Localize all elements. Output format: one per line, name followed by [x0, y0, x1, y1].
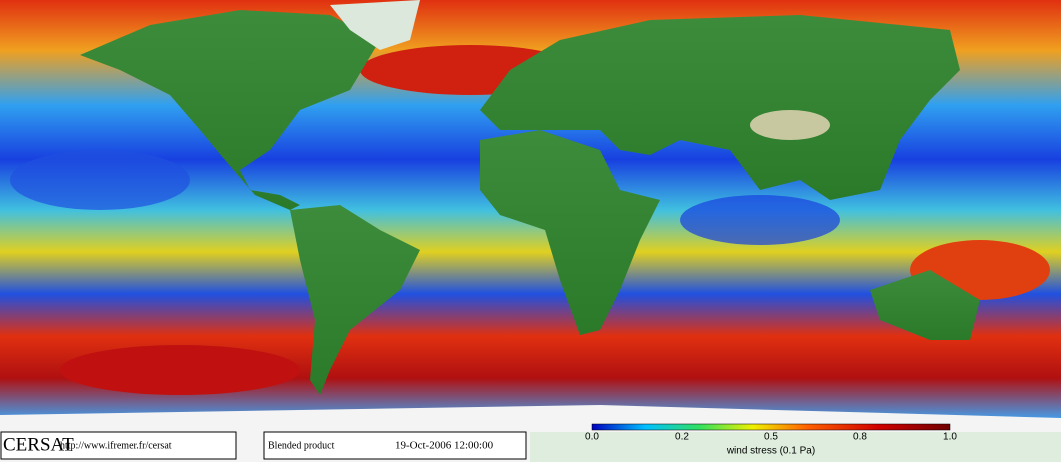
colorbar-tick: 1.0 [943, 432, 957, 443]
storm [60, 345, 300, 395]
colorbar-tick: 0.8 [853, 432, 867, 443]
tibet [750, 110, 830, 140]
colorbar-tick: 0.0 [585, 432, 599, 443]
calm [680, 195, 840, 245]
ice-shade [530, 432, 1061, 462]
footer: CERSAT http://www.ifremer.fr/cersat Blen… [0, 423, 957, 460]
eurasia [480, 15, 960, 200]
colorbar [591, 423, 951, 431]
greenland [330, 0, 420, 50]
credit-box [0, 431, 237, 460]
colorbar-tick: 0.5 [764, 432, 778, 443]
product: Blended product [268, 440, 335, 451]
south-america [290, 205, 420, 395]
colorbar-label: wind stress (0.1 Pa) [726, 446, 815, 457]
url: http://www.ifremer.fr/cersat [60, 440, 172, 451]
date: 19-Oct-2006 12:00:00 [395, 440, 494, 452]
north-america [80, 10, 380, 210]
australia [870, 270, 980, 340]
colorbar-tick: 0.2 [675, 432, 689, 443]
product-box [263, 431, 527, 460]
logo: CERSAT [3, 434, 74, 455]
africa [480, 130, 660, 335]
calm [10, 150, 190, 210]
